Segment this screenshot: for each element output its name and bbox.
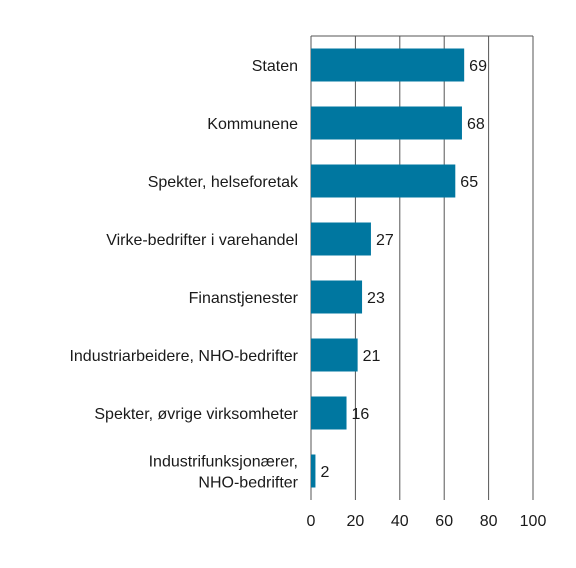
data-label: 2 [320, 464, 329, 481]
bars [311, 48, 465, 488]
x-axis-ticks: 0 20 40 60 80 100 [307, 513, 547, 530]
bar [311, 396, 347, 430]
category-label: Industriarbeidere, NHO-bedrifter [69, 348, 298, 365]
category-label: Finanstjenester [189, 290, 299, 307]
gridlines [310, 35, 534, 500]
category-label: Industrifunksjonærer, [149, 454, 298, 471]
x-tick-label: 100 [520, 513, 547, 530]
x-tick-label: 60 [435, 513, 453, 530]
data-label: 68 [467, 116, 485, 133]
bar [311, 106, 462, 140]
category-labels: Staten Kommunene Spekter, helseforetak Virk… [69, 58, 299, 492]
x-tick-label: 0 [307, 513, 316, 530]
category-label: Spekter, øvrige virksomheter [94, 406, 298, 423]
category-label: NHO-bedrifter [198, 475, 298, 492]
data-label: 21 [363, 348, 381, 365]
category-label: Virke-bedrifter i varehandel [106, 232, 298, 249]
x-tick-label: 40 [391, 513, 409, 530]
category-label: Staten [252, 58, 298, 75]
data-label: 16 [352, 406, 370, 423]
bar [311, 454, 316, 488]
category-label: Kommunene [207, 116, 298, 133]
bar [311, 48, 465, 82]
data-label: 69 [469, 58, 487, 75]
value-labels: 69 68 65 27 23 21 16 2 [320, 58, 487, 481]
bar [311, 338, 358, 372]
bar [311, 222, 371, 256]
data-label: 23 [367, 290, 385, 307]
data-label: 27 [376, 232, 394, 249]
category-label: Spekter, helseforetak [148, 174, 299, 191]
bar [311, 164, 456, 198]
bar [311, 280, 363, 314]
data-label: 65 [460, 174, 478, 191]
x-tick-label: 20 [347, 513, 365, 530]
x-tick-label: 80 [480, 513, 498, 530]
